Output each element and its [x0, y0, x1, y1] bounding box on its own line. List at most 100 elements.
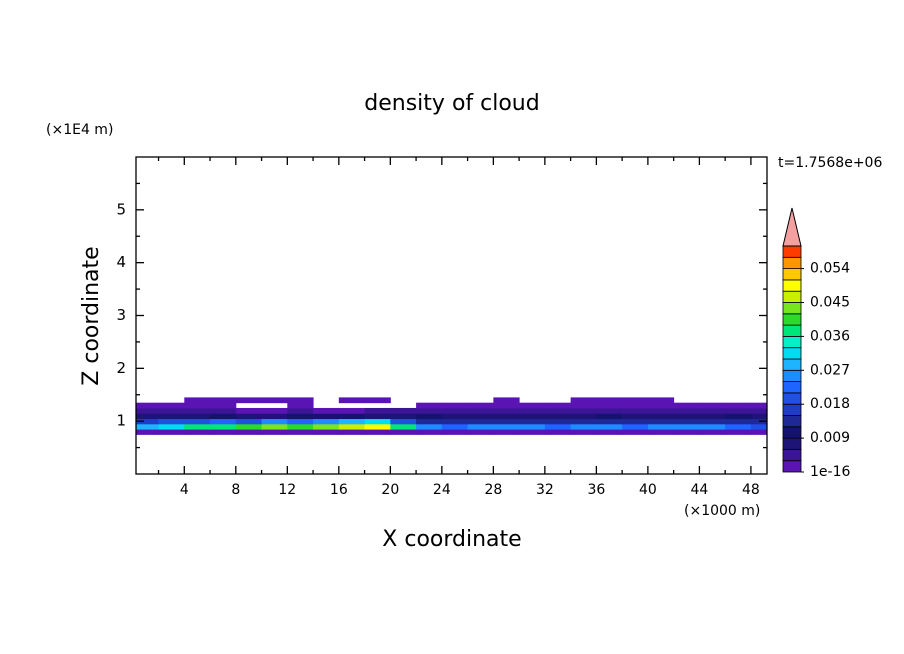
field-cell — [364, 429, 391, 435]
field-cell — [493, 429, 520, 435]
field-cell — [570, 407, 597, 414]
x-unit: (×1000 m) — [684, 503, 760, 519]
field-cell — [235, 397, 263, 404]
field-cell — [647, 418, 675, 425]
field-cell — [158, 418, 185, 425]
colorbar-bin — [782, 426, 802, 439]
x-tick-label: 16 — [330, 482, 348, 498]
field-cell — [647, 402, 675, 409]
field-cell — [158, 423, 185, 430]
field-cell — [416, 413, 443, 420]
field-cell — [673, 429, 700, 435]
field-cell — [493, 402, 520, 409]
colorbar-bin — [782, 335, 802, 349]
field-cell — [647, 407, 675, 414]
colorbar-bin — [782, 245, 802, 258]
field-cell — [364, 423, 391, 430]
field-cell — [287, 407, 314, 414]
field-cell — [364, 418, 391, 425]
field-cell — [596, 397, 623, 404]
field-cell — [235, 418, 263, 425]
field-cell — [750, 407, 767, 414]
time-label: t=1.7568e+06 — [778, 155, 882, 171]
field-cell — [287, 397, 314, 404]
field-cell — [184, 397, 211, 404]
field-cell — [287, 418, 314, 425]
field-cell — [235, 423, 263, 430]
colorbar-bin — [782, 279, 802, 292]
field-cell — [261, 397, 288, 404]
field-cell — [467, 413, 494, 420]
y-tick-label: 3 — [116, 306, 126, 324]
field-cell — [493, 413, 520, 420]
field-cell — [673, 407, 700, 414]
field-cell — [287, 429, 314, 435]
field-cell — [725, 418, 752, 425]
field-cell — [261, 413, 288, 420]
field-cell — [364, 397, 391, 404]
field-cell — [570, 418, 597, 425]
field-cell — [441, 402, 469, 409]
field-cell — [519, 429, 546, 435]
colorbar-bin — [782, 381, 802, 394]
x-tick-label: 36 — [587, 482, 605, 498]
field-cell — [416, 423, 443, 430]
field-cell — [184, 429, 211, 435]
field-cell — [338, 407, 366, 414]
field-cell — [622, 413, 649, 420]
field-cell — [287, 423, 314, 430]
field-cell — [136, 407, 160, 414]
x-tick-label: 8 — [231, 482, 240, 498]
field-cell — [596, 423, 623, 430]
field-cell — [596, 418, 623, 425]
field-cell — [596, 407, 623, 414]
y-tick-label: 5 — [116, 200, 126, 218]
field-cell — [570, 413, 597, 420]
field-cell — [570, 423, 597, 430]
colorbar-bin — [782, 460, 802, 473]
field-cell — [338, 423, 366, 430]
colorbar-label: 0.027 — [810, 362, 850, 378]
field-cell — [338, 429, 366, 435]
field-cell — [210, 418, 237, 425]
field-cell — [699, 418, 726, 425]
field-cell — [441, 423, 469, 430]
y-tick-label: 4 — [116, 253, 126, 271]
field-cell — [493, 423, 520, 430]
field-cell — [725, 407, 752, 414]
field-cell — [544, 429, 572, 435]
field-cell — [673, 418, 700, 425]
y-tick-label: 1 — [116, 412, 126, 430]
field-cell — [725, 423, 752, 430]
field-cell — [287, 402, 314, 409]
colorbar-bin — [782, 415, 802, 428]
field-cell — [519, 413, 546, 420]
x-tick-label: 32 — [536, 482, 554, 498]
field-cell — [699, 407, 726, 414]
field-cell — [467, 407, 494, 414]
field-cell — [210, 429, 237, 435]
field-cell — [544, 423, 572, 430]
chart-title: density of cloud — [364, 91, 539, 116]
field-cell — [136, 402, 160, 409]
field-cell — [136, 418, 160, 425]
field-cell — [210, 397, 237, 404]
colorbar-label: 0.018 — [810, 396, 850, 412]
field-cell — [416, 402, 443, 409]
colorbar-bin — [782, 256, 802, 269]
field-cell — [390, 423, 417, 430]
field-cell — [184, 407, 211, 414]
colorbar-bin — [782, 369, 802, 382]
field-cell — [235, 413, 263, 420]
field-cell — [519, 418, 546, 425]
field-cell — [750, 413, 767, 420]
x-axis-title: X coordinate — [382, 527, 521, 552]
field-cell — [184, 413, 211, 420]
field-cell — [519, 423, 546, 430]
field — [136, 397, 767, 435]
field-cell — [596, 429, 623, 435]
field-cell — [235, 429, 263, 435]
field-cell — [158, 402, 185, 409]
field-cell — [364, 413, 391, 420]
field-cell — [364, 407, 391, 414]
